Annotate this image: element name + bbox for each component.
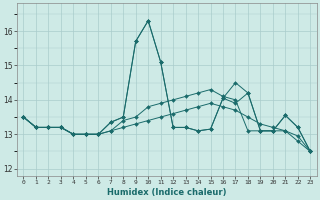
- X-axis label: Humidex (Indice chaleur): Humidex (Indice chaleur): [107, 188, 227, 197]
